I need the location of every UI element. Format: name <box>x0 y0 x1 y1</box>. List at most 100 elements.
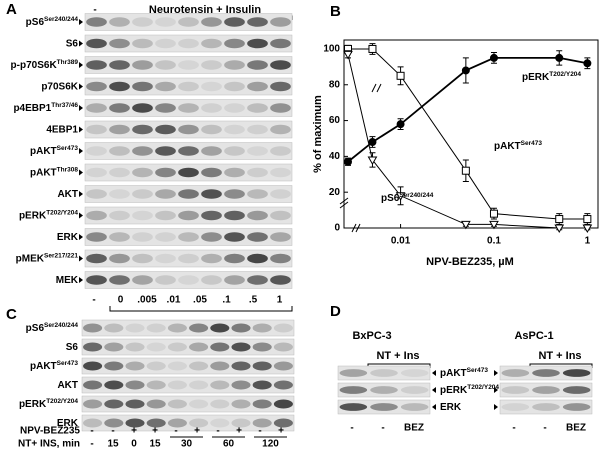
row-label: pS6Ser240/244 <box>26 322 79 334</box>
label-sup: Thr308 <box>57 166 79 173</box>
marker <box>489 209 498 218</box>
y-tick-label: 100 <box>323 44 340 55</box>
blot-band <box>562 369 591 377</box>
blot-band <box>201 275 222 285</box>
y-tick-label: 60 <box>329 115 341 126</box>
arrow <box>494 404 498 410</box>
blot-band <box>224 253 245 264</box>
row-label: pAKTSer473 <box>30 360 78 372</box>
arrow <box>79 234 83 240</box>
blot-band <box>270 146 291 156</box>
arrow <box>79 62 83 68</box>
blot-band <box>224 124 245 135</box>
blot-band <box>231 342 251 352</box>
row-label: pERKT202/Y204 <box>19 398 78 410</box>
blot-band <box>132 146 153 156</box>
blot-band <box>252 361 272 371</box>
lane-label: .1 <box>222 295 231 306</box>
blot-band <box>273 342 293 352</box>
lane-label: - <box>93 5 96 16</box>
blot-band <box>501 386 530 394</box>
blot-band <box>532 386 560 394</box>
blot-band <box>189 323 209 333</box>
blot-band <box>224 232 245 242</box>
label-name: pS6 <box>26 17 45 28</box>
label-name: p4EBP1 <box>13 103 51 114</box>
marker <box>344 157 352 166</box>
blot-band <box>109 189 130 199</box>
drug-sign: - <box>111 426 114 437</box>
drug-sign: - <box>90 426 93 437</box>
blot-band <box>247 253 268 264</box>
label-name: pAKT <box>30 167 57 178</box>
blot-band <box>104 361 124 371</box>
blot-band <box>210 342 230 352</box>
lane-label: - <box>350 423 353 434</box>
blot-band <box>86 17 107 27</box>
blot-band <box>146 323 166 333</box>
blot-band <box>224 103 245 113</box>
blot-band <box>86 146 107 156</box>
blot-band <box>155 103 176 113</box>
blot-band <box>201 38 222 49</box>
blot-band <box>210 361 230 371</box>
blot-band <box>562 386 591 394</box>
marker <box>461 166 470 175</box>
blot-band <box>132 167 153 178</box>
blot-band <box>178 124 199 135</box>
blot-band <box>210 399 230 409</box>
blot-band <box>109 210 130 221</box>
blot-band <box>400 403 429 411</box>
blot-band <box>252 399 272 409</box>
blot-band <box>370 369 398 377</box>
arrow <box>79 19 83 25</box>
blot-band <box>109 17 130 27</box>
blot-band <box>178 232 199 242</box>
row-label: ERK <box>57 418 79 429</box>
blot-band <box>146 418 166 428</box>
blot-band <box>86 232 107 242</box>
blot-band <box>132 81 153 92</box>
blot-band <box>155 167 176 178</box>
blot-band <box>339 369 368 377</box>
blot-band <box>104 342 124 352</box>
blot-band <box>224 167 245 178</box>
blot-band <box>109 275 130 285</box>
arrow <box>79 169 83 176</box>
blot-band <box>155 253 176 264</box>
lane-label: BEZ <box>404 423 424 434</box>
blot-band <box>155 210 176 221</box>
treatment-label: Neurotensin + Insulin <box>149 4 261 16</box>
treatment-label: NT + Ins <box>376 350 419 362</box>
row-label: 4EBP1 <box>46 124 78 135</box>
blot-band <box>189 342 209 352</box>
row-label: pAKTSer473 <box>494 140 542 152</box>
blot-band <box>201 17 222 27</box>
blot-band <box>252 342 272 352</box>
y-tick-label: 80 <box>329 79 341 90</box>
blot-band <box>247 38 268 49</box>
arrow <box>79 191 83 197</box>
axis-break <box>371 83 382 93</box>
blot-band <box>104 418 124 428</box>
arrow <box>79 212 83 219</box>
arrow <box>494 370 498 376</box>
row-label: ERK <box>440 402 462 413</box>
arrow <box>79 40 83 47</box>
x-tick-label: 0.01 <box>391 236 411 247</box>
blot-band <box>178 81 199 92</box>
marker <box>582 224 593 234</box>
blot-band <box>273 323 293 333</box>
time-value: 30 <box>181 439 193 450</box>
blot-band <box>270 81 291 92</box>
blot-band <box>109 38 130 49</box>
label-name: pERK <box>522 72 550 83</box>
row-label: pS6Ser240/244 <box>26 16 79 28</box>
marker <box>396 71 405 80</box>
blot-band <box>178 167 199 178</box>
blot-band <box>201 189 222 199</box>
blot-band <box>125 361 145 371</box>
row-label: ERK <box>57 232 79 243</box>
blot-band <box>210 323 230 333</box>
blot-band <box>224 275 245 285</box>
